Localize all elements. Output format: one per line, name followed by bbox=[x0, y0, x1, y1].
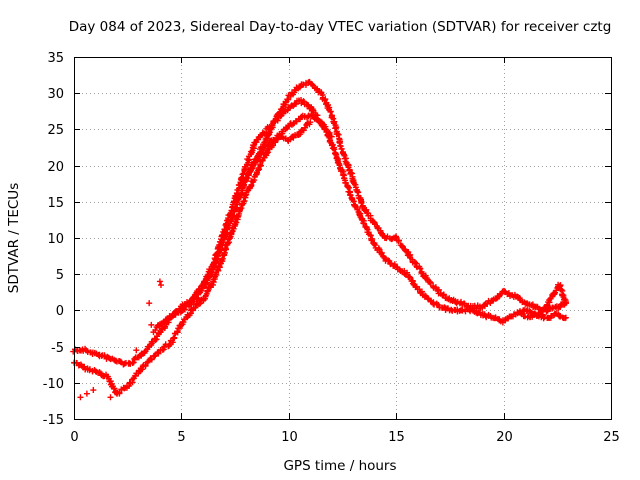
data-point bbox=[562, 314, 569, 321]
data-point bbox=[259, 147, 266, 154]
data-point bbox=[481, 301, 488, 308]
data-point bbox=[331, 146, 338, 153]
data-point bbox=[307, 119, 314, 126]
data-point bbox=[226, 211, 233, 218]
data-point-outlier bbox=[77, 394, 84, 401]
data-point-outlier bbox=[150, 329, 157, 336]
y-tick-label: -5 bbox=[51, 341, 64, 356]
data-markers bbox=[70, 78, 569, 401]
y-tick-label: 20 bbox=[47, 160, 64, 175]
y-tick-label: 0 bbox=[56, 304, 64, 319]
data-point bbox=[361, 220, 368, 227]
x-tick-label: 5 bbox=[177, 430, 185, 445]
data-point bbox=[369, 236, 376, 243]
data-point bbox=[302, 124, 309, 131]
data-point-outlier bbox=[83, 390, 90, 397]
data-point bbox=[334, 130, 341, 137]
data-point bbox=[417, 265, 424, 272]
y-tick-label: 35 bbox=[47, 51, 64, 66]
x-tick-label: 25 bbox=[603, 430, 620, 445]
x-axis-label: GPS time / hours bbox=[283, 458, 396, 474]
data-point bbox=[152, 336, 159, 343]
data-point-outlier bbox=[90, 387, 97, 394]
data-point bbox=[256, 152, 263, 159]
data-point bbox=[176, 306, 183, 313]
data-point bbox=[551, 290, 558, 297]
data-point bbox=[424, 295, 431, 302]
y-tick-label: -10 bbox=[43, 377, 64, 392]
data-point bbox=[359, 203, 366, 210]
x-tick-label: 0 bbox=[70, 430, 78, 445]
data-point bbox=[148, 356, 155, 363]
data-point-outlier bbox=[148, 321, 155, 328]
data-point-outlier bbox=[156, 278, 163, 285]
data-point bbox=[265, 141, 272, 148]
data-point bbox=[395, 237, 402, 244]
x-tick-label: 15 bbox=[388, 430, 405, 445]
data-point bbox=[111, 385, 118, 392]
grid bbox=[74, 57, 611, 419]
y-axis-label: SDTVAR / TECUs bbox=[6, 183, 22, 293]
data-point bbox=[371, 241, 378, 248]
data-point bbox=[407, 274, 414, 281]
data-point bbox=[337, 143, 344, 150]
data-point bbox=[562, 300, 569, 307]
data-point bbox=[427, 279, 434, 286]
data-point bbox=[322, 125, 329, 132]
data-point bbox=[162, 323, 169, 330]
y-tick-label: 10 bbox=[47, 232, 64, 247]
data-point bbox=[269, 122, 276, 129]
x-tick-label: 20 bbox=[496, 430, 513, 445]
data-point bbox=[213, 250, 220, 257]
data-point bbox=[247, 166, 254, 173]
data-point bbox=[239, 171, 246, 178]
data-point bbox=[354, 205, 361, 212]
data-point bbox=[292, 101, 299, 108]
data-point bbox=[174, 328, 181, 335]
data-point bbox=[237, 206, 244, 213]
data-point-outlier bbox=[157, 282, 164, 289]
data-point bbox=[440, 291, 447, 298]
y-tick-label: 30 bbox=[47, 87, 64, 102]
data-point bbox=[244, 174, 251, 181]
data-point bbox=[309, 81, 316, 88]
data-point bbox=[418, 269, 425, 276]
data-point bbox=[169, 312, 176, 319]
y-tick-label: 15 bbox=[47, 196, 64, 211]
y-tick-label: -15 bbox=[43, 413, 64, 428]
data-point bbox=[242, 192, 249, 199]
axis-ticks: 0 5 10 15 20 25 -15 -10 -5 0 5 10 15 20 25 30 35 bbox=[43, 51, 620, 445]
data-point-outlier bbox=[133, 347, 140, 354]
data-point bbox=[354, 188, 361, 195]
data-point bbox=[336, 160, 343, 167]
data-point bbox=[404, 269, 411, 276]
chart-title: Day 084 of 2023, Sidereal Day-to-day VTE… bbox=[69, 19, 612, 35]
data-point bbox=[338, 145, 345, 152]
data-point bbox=[328, 133, 335, 140]
y-tick-label: 5 bbox=[56, 268, 64, 283]
data-point bbox=[327, 108, 334, 115]
x-tick-label: 10 bbox=[281, 430, 298, 445]
data-point-outlier bbox=[107, 394, 114, 401]
y-tick-label: 25 bbox=[47, 123, 64, 138]
data-point bbox=[221, 226, 228, 233]
data-point bbox=[556, 283, 563, 290]
data-point bbox=[223, 220, 230, 227]
data-point bbox=[130, 359, 137, 366]
data-point bbox=[152, 352, 159, 359]
data-point-outlier bbox=[146, 300, 153, 307]
data-point bbox=[418, 288, 425, 295]
data-point bbox=[297, 131, 304, 138]
data-point bbox=[151, 353, 158, 360]
data-point bbox=[245, 169, 252, 176]
data-point bbox=[230, 225, 237, 232]
data-point bbox=[484, 300, 491, 307]
